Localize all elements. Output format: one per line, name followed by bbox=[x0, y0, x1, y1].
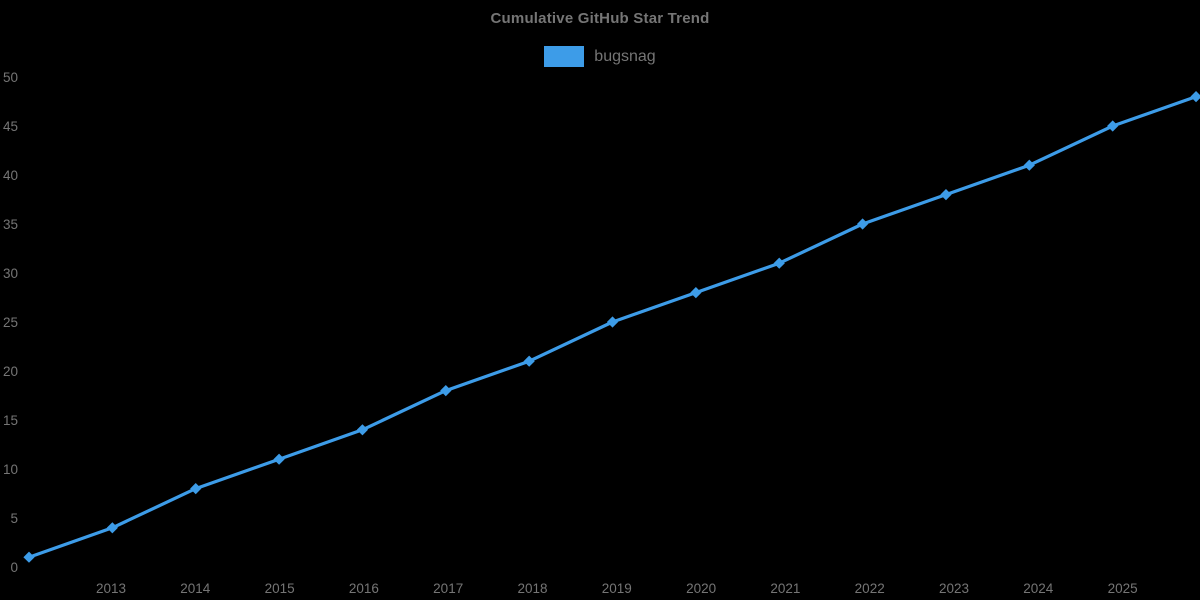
x-axis-tick-label: 2018 bbox=[517, 581, 547, 596]
y-axis-tick-label: 0 bbox=[10, 560, 18, 575]
legend-item-bugsnag[interactable]: bugsnag bbox=[544, 46, 656, 67]
legend-swatch bbox=[544, 46, 585, 67]
data-point bbox=[440, 385, 452, 397]
y-axis-tick-label: 20 bbox=[3, 364, 18, 379]
data-point bbox=[1023, 159, 1035, 171]
data-point bbox=[1107, 120, 1119, 132]
x-axis-tick-label: 2015 bbox=[265, 581, 295, 596]
data-point bbox=[106, 522, 118, 534]
x-axis-tick-label: 2016 bbox=[349, 581, 379, 596]
data-point bbox=[523, 355, 535, 367]
x-axis-tick-label: 2017 bbox=[433, 581, 463, 596]
x-axis-tick-label: 2021 bbox=[770, 581, 800, 596]
x-axis-tick-label: 2024 bbox=[1023, 581, 1054, 596]
chart-title: Cumulative GitHub Star Trend bbox=[490, 10, 710, 27]
y-axis-tick-label: 25 bbox=[3, 315, 18, 330]
y-axis-tick-label: 5 bbox=[10, 511, 18, 526]
y-axis-tick-label: 10 bbox=[3, 462, 18, 477]
x-axis-tick-label: 2013 bbox=[96, 581, 126, 596]
y-axis-tick-label: 30 bbox=[3, 266, 18, 281]
data-point bbox=[1190, 91, 1200, 103]
data-point bbox=[857, 218, 869, 230]
legend: bugsnag bbox=[0, 46, 1200, 67]
x-axis-tick-label: 2025 bbox=[1108, 581, 1138, 596]
data-point bbox=[356, 424, 369, 436]
legend-label: bugsnag bbox=[594, 47, 656, 65]
x-axis-tick-label: 2014 bbox=[180, 581, 211, 596]
data-point bbox=[606, 316, 619, 328]
y-axis-tick-label: 35 bbox=[3, 217, 18, 232]
x-axis-tick-label: 2020 bbox=[686, 581, 716, 596]
y-axis-tick-label: 15 bbox=[3, 413, 18, 428]
x-axis-tick-label: 2019 bbox=[602, 581, 632, 596]
data-point bbox=[190, 483, 202, 495]
data-point bbox=[940, 189, 952, 201]
data-point bbox=[773, 257, 785, 269]
y-axis-tick-label: 50 bbox=[3, 70, 18, 85]
y-axis-tick-label: 45 bbox=[3, 119, 18, 134]
data-point bbox=[23, 551, 35, 563]
x-axis-tick-label: 2023 bbox=[939, 581, 969, 596]
data-point bbox=[690, 287, 702, 299]
x-axis-tick-label: 2022 bbox=[855, 581, 885, 596]
y-axis-tick-label: 40 bbox=[3, 168, 18, 183]
data-point bbox=[273, 453, 285, 465]
